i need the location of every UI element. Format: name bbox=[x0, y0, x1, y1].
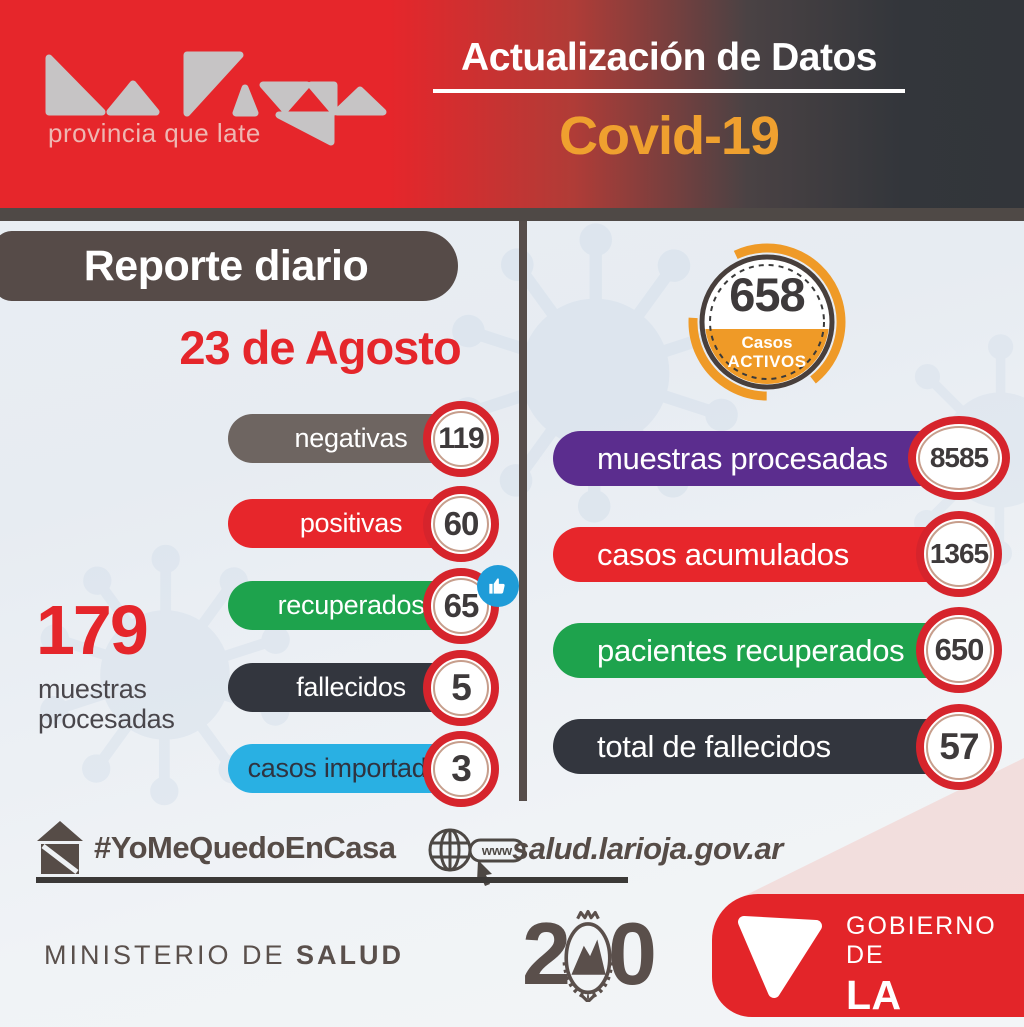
ministry-normal: MINISTERIO DE bbox=[44, 940, 297, 970]
stat-value: 5 bbox=[451, 667, 472, 708]
ministry-bold: SALUD bbox=[296, 940, 405, 970]
gov-triangle-icon bbox=[738, 916, 822, 998]
total-value-badge: 8585 bbox=[908, 416, 1010, 500]
total-label: muestras procesadas bbox=[597, 440, 888, 476]
active-cases-label1: Casos bbox=[741, 333, 793, 352]
stat-value-badge: 65 bbox=[423, 568, 499, 644]
samples-label-line1: muestras bbox=[38, 674, 147, 704]
anniversary-digit-0: 0 bbox=[607, 904, 657, 1003]
virus-watermark bbox=[447, 223, 743, 523]
total-value-badge: 1365 bbox=[916, 511, 1002, 597]
total-value: 650 bbox=[934, 632, 985, 667]
total-value-badge: 650 bbox=[916, 607, 1002, 693]
gov-text-block: GOBIERNO DE LA RIOJA bbox=[846, 912, 1024, 1027]
total-label: casos acumulados bbox=[597, 536, 849, 572]
footer-divider-line bbox=[36, 877, 628, 883]
page-title: Actualización de Datos bbox=[461, 36, 877, 79]
active-cases-circle bbox=[688, 243, 846, 401]
total-value: 1365 bbox=[929, 538, 989, 569]
stat-label: fallecidos bbox=[296, 672, 406, 702]
stat-value: 60 bbox=[443, 505, 480, 542]
total-value: 57 bbox=[939, 726, 979, 767]
total-value: 8585 bbox=[929, 442, 989, 473]
la-rioja-logo bbox=[45, 51, 387, 146]
stay-home-hashtag: #YoMeQuedoEnCasa bbox=[94, 830, 396, 865]
active-cases-badge: 658 Casos ACTIVOS bbox=[688, 243, 846, 401]
gov-line1: GOBIERNO DE bbox=[846, 912, 997, 969]
total-pill-pacientes-recuperados: pacientes recuperados bbox=[553, 623, 989, 678]
header-banner: provincia que late Actualización de Dato… bbox=[0, 0, 1024, 208]
header-title-block: Actualización de Datos Covid-19 bbox=[433, 36, 905, 167]
website-link[interactable]: salud.larioja.gov.ar bbox=[512, 831, 783, 866]
stat-label: casos importados bbox=[247, 753, 455, 783]
cursor-icon bbox=[477, 860, 492, 886]
stat-label: positivas bbox=[299, 508, 403, 538]
logo-tagline: provincia que late bbox=[48, 118, 261, 148]
stat-value-badge: 3 bbox=[423, 731, 499, 807]
virus-watermark bbox=[36, 544, 294, 806]
samples-total-value: 179 bbox=[36, 591, 149, 669]
stat-label: negativas bbox=[294, 423, 408, 453]
stat-value-badge: 60 bbox=[423, 486, 499, 562]
stat-value-badge: 119 bbox=[423, 401, 499, 477]
active-cases-value: 658 bbox=[729, 268, 805, 321]
www-label: www bbox=[481, 843, 513, 858]
stat-label: recuperados bbox=[277, 590, 425, 620]
stat-value: 65 bbox=[443, 587, 480, 624]
gov-line2: LA RIOJA bbox=[846, 972, 973, 1027]
ministry-label: MINISTERIO DE SALUD bbox=[44, 940, 404, 971]
total-label: total de fallecidos bbox=[597, 728, 831, 764]
stat-value: 3 bbox=[451, 748, 472, 789]
samples-label-line2: procesadas bbox=[38, 704, 175, 734]
bicentennial-200-logo: 2 0 bbox=[522, 904, 657, 1003]
thumbs-up-icon bbox=[477, 565, 519, 607]
stat-value: 119 bbox=[438, 422, 484, 455]
total-label: pacientes recuperados bbox=[597, 632, 905, 668]
panel-divider bbox=[519, 221, 527, 801]
header-divider-bar bbox=[0, 208, 1024, 221]
active-cases-label2: ACTIVOS bbox=[727, 352, 807, 371]
report-title-pill: Reporte diario bbox=[0, 231, 458, 301]
report-title: Reporte diario bbox=[83, 241, 369, 290]
globe-www-icon: www bbox=[428, 828, 526, 886]
total-value-badge: 57 bbox=[916, 704, 1002, 790]
total-pill-casos-acumulados: casos acumulados bbox=[553, 527, 989, 582]
anniversary-emblem-icon bbox=[562, 909, 614, 1002]
report-date: 23 de Agosto bbox=[179, 321, 461, 374]
page-subtitle: Covid-19 bbox=[558, 106, 780, 166]
title-underline bbox=[433, 89, 905, 93]
stat-value-badge: 5 bbox=[423, 650, 499, 726]
house-icon bbox=[37, 821, 83, 874]
samples-total-label: muestras procesadas bbox=[38, 674, 175, 734]
anniversary-digit-2: 2 bbox=[522, 904, 571, 1003]
